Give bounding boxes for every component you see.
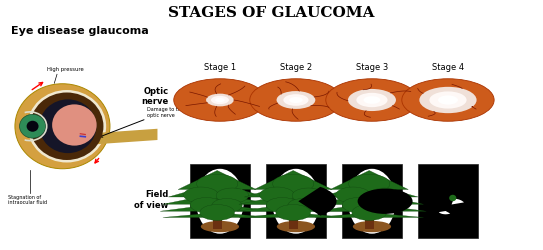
Bar (190, 164, 250, 238)
Wedge shape (439, 211, 450, 214)
Ellipse shape (449, 195, 456, 201)
Circle shape (184, 187, 218, 203)
Circle shape (260, 187, 294, 203)
Circle shape (326, 79, 418, 121)
Circle shape (348, 89, 396, 111)
Circle shape (206, 94, 234, 106)
Ellipse shape (201, 221, 239, 232)
Bar (342, 164, 402, 238)
Circle shape (364, 198, 394, 212)
Ellipse shape (353, 221, 391, 232)
Circle shape (368, 188, 401, 203)
Ellipse shape (20, 114, 46, 138)
Circle shape (276, 204, 311, 220)
Circle shape (356, 93, 388, 107)
Text: Optic
nerve: Optic nerve (141, 86, 168, 106)
Circle shape (342, 198, 375, 212)
Circle shape (215, 98, 225, 102)
Ellipse shape (272, 169, 320, 234)
Ellipse shape (348, 169, 396, 234)
Polygon shape (330, 170, 408, 190)
Bar (266, 164, 326, 238)
Ellipse shape (196, 169, 244, 234)
Wedge shape (298, 187, 337, 216)
Ellipse shape (15, 84, 110, 169)
Circle shape (174, 79, 266, 121)
Circle shape (190, 198, 223, 212)
Polygon shape (320, 183, 418, 197)
Circle shape (358, 188, 413, 214)
Circle shape (197, 174, 238, 193)
Polygon shape (160, 204, 274, 211)
Polygon shape (236, 204, 350, 211)
Circle shape (266, 198, 299, 212)
Text: Damage to the
optic nerve: Damage to the optic nerve (147, 107, 184, 118)
Ellipse shape (27, 90, 106, 162)
Ellipse shape (52, 104, 97, 146)
Polygon shape (163, 193, 272, 204)
Circle shape (292, 188, 325, 203)
Wedge shape (452, 198, 464, 204)
Polygon shape (178, 170, 256, 190)
Circle shape (402, 79, 494, 121)
Bar (365, 212, 374, 229)
Text: Stage 3: Stage 3 (356, 64, 388, 72)
Circle shape (283, 94, 308, 106)
Circle shape (352, 204, 387, 220)
Circle shape (289, 97, 302, 103)
Circle shape (211, 96, 229, 104)
Circle shape (419, 87, 477, 113)
Circle shape (200, 204, 235, 220)
Text: Eye disease glaucoma: Eye disease glaucoma (11, 26, 149, 36)
Polygon shape (239, 193, 348, 204)
Circle shape (250, 79, 342, 121)
Circle shape (212, 198, 242, 212)
Circle shape (349, 174, 390, 193)
Polygon shape (315, 193, 424, 204)
Ellipse shape (30, 92, 103, 160)
Circle shape (336, 187, 370, 203)
Circle shape (273, 174, 314, 193)
Text: STAGES OF GLAUCOMA: STAGES OF GLAUCOMA (168, 6, 375, 20)
Bar (289, 212, 298, 229)
Circle shape (438, 96, 458, 104)
Polygon shape (244, 183, 342, 197)
Polygon shape (168, 183, 266, 197)
Circle shape (216, 188, 249, 203)
Polygon shape (85, 129, 157, 145)
Ellipse shape (40, 99, 97, 153)
Circle shape (364, 96, 380, 104)
Circle shape (430, 92, 466, 108)
Bar (213, 212, 222, 229)
Polygon shape (315, 212, 424, 218)
Ellipse shape (277, 221, 315, 232)
Text: Stage 2: Stage 2 (280, 64, 312, 72)
Bar (418, 164, 478, 238)
Ellipse shape (27, 121, 39, 132)
Text: Stage 1: Stage 1 (204, 64, 236, 72)
Circle shape (276, 91, 315, 109)
Text: Field
of view: Field of view (134, 190, 168, 210)
Text: Stagnation of
intraocular fluid: Stagnation of intraocular fluid (8, 194, 47, 205)
Polygon shape (239, 212, 348, 218)
Polygon shape (163, 212, 272, 218)
Circle shape (288, 198, 318, 212)
Text: High pressure: High pressure (47, 68, 84, 72)
Polygon shape (254, 170, 332, 190)
Text: Stage 4: Stage 4 (432, 64, 464, 72)
Polygon shape (312, 204, 426, 211)
